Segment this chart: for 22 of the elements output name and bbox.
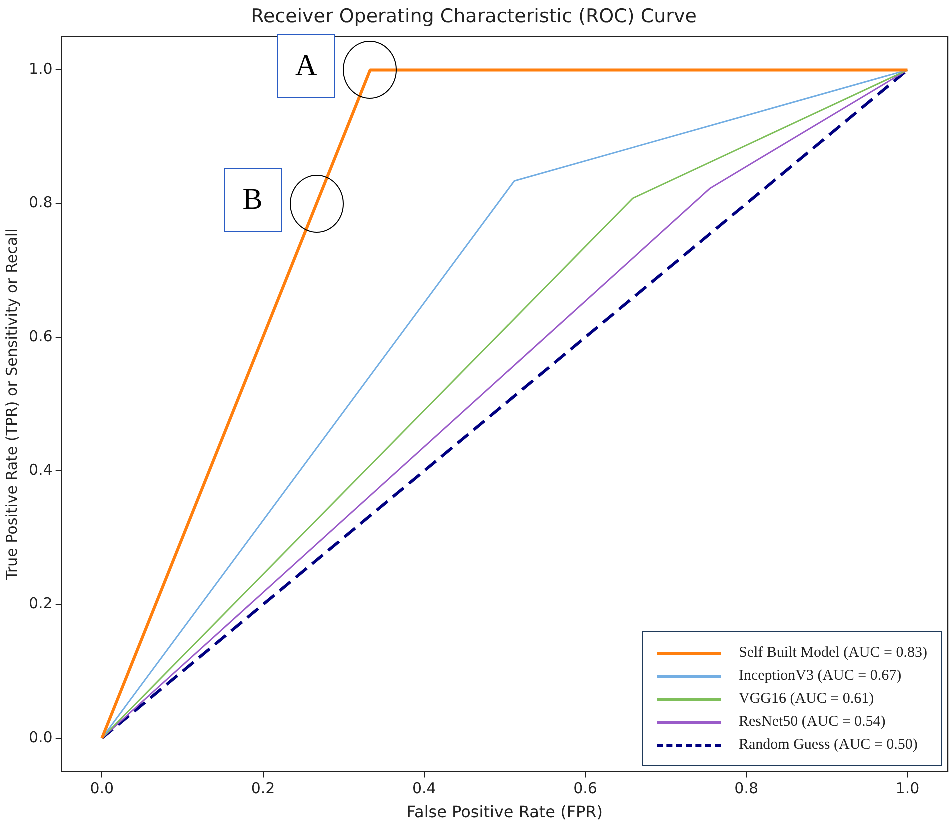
y-tick-label: 0.8 (28, 194, 53, 212)
chart-title: Receiver Operating Characteristic (ROC) Curve (251, 5, 697, 28)
legend-label: VGG16 (AUC = 0.61) (739, 690, 874, 708)
legend-label: Random Guess (AUC = 0.50) (739, 736, 918, 754)
y-axis-title: True Positive Rate (TPR) or Sensitivity or Recall (2, 228, 21, 581)
y-tick-label: 0.6 (28, 327, 53, 346)
x-tick-label: 0.6 (574, 780, 598, 798)
x-tick-label: 0.4 (412, 780, 436, 798)
y-tick-label: 0.4 (28, 461, 53, 480)
x-tick-label: 0.2 (251, 780, 276, 798)
annotation: B (224, 168, 282, 232)
y-tick-label: 0.0 (28, 728, 53, 746)
x-tick-label: 0.8 (734, 780, 759, 798)
y-tick-label: 1.0 (28, 60, 53, 78)
y-tick-label: 0.2 (28, 594, 53, 613)
legend-label: ResNet50 (AUC = 0.54) (739, 714, 886, 731)
x-axis-title: False Positive Rate (FPR) (406, 802, 604, 822)
x-tick-label: 1.0 (896, 780, 920, 798)
legend-label: Self Built Model (AUC = 0.83) (739, 644, 928, 662)
annotation: A (277, 34, 336, 98)
x-tick-label: 0.0 (90, 780, 114, 798)
legend-label: InceptionV3 (AUC = 0.67) (739, 668, 902, 685)
